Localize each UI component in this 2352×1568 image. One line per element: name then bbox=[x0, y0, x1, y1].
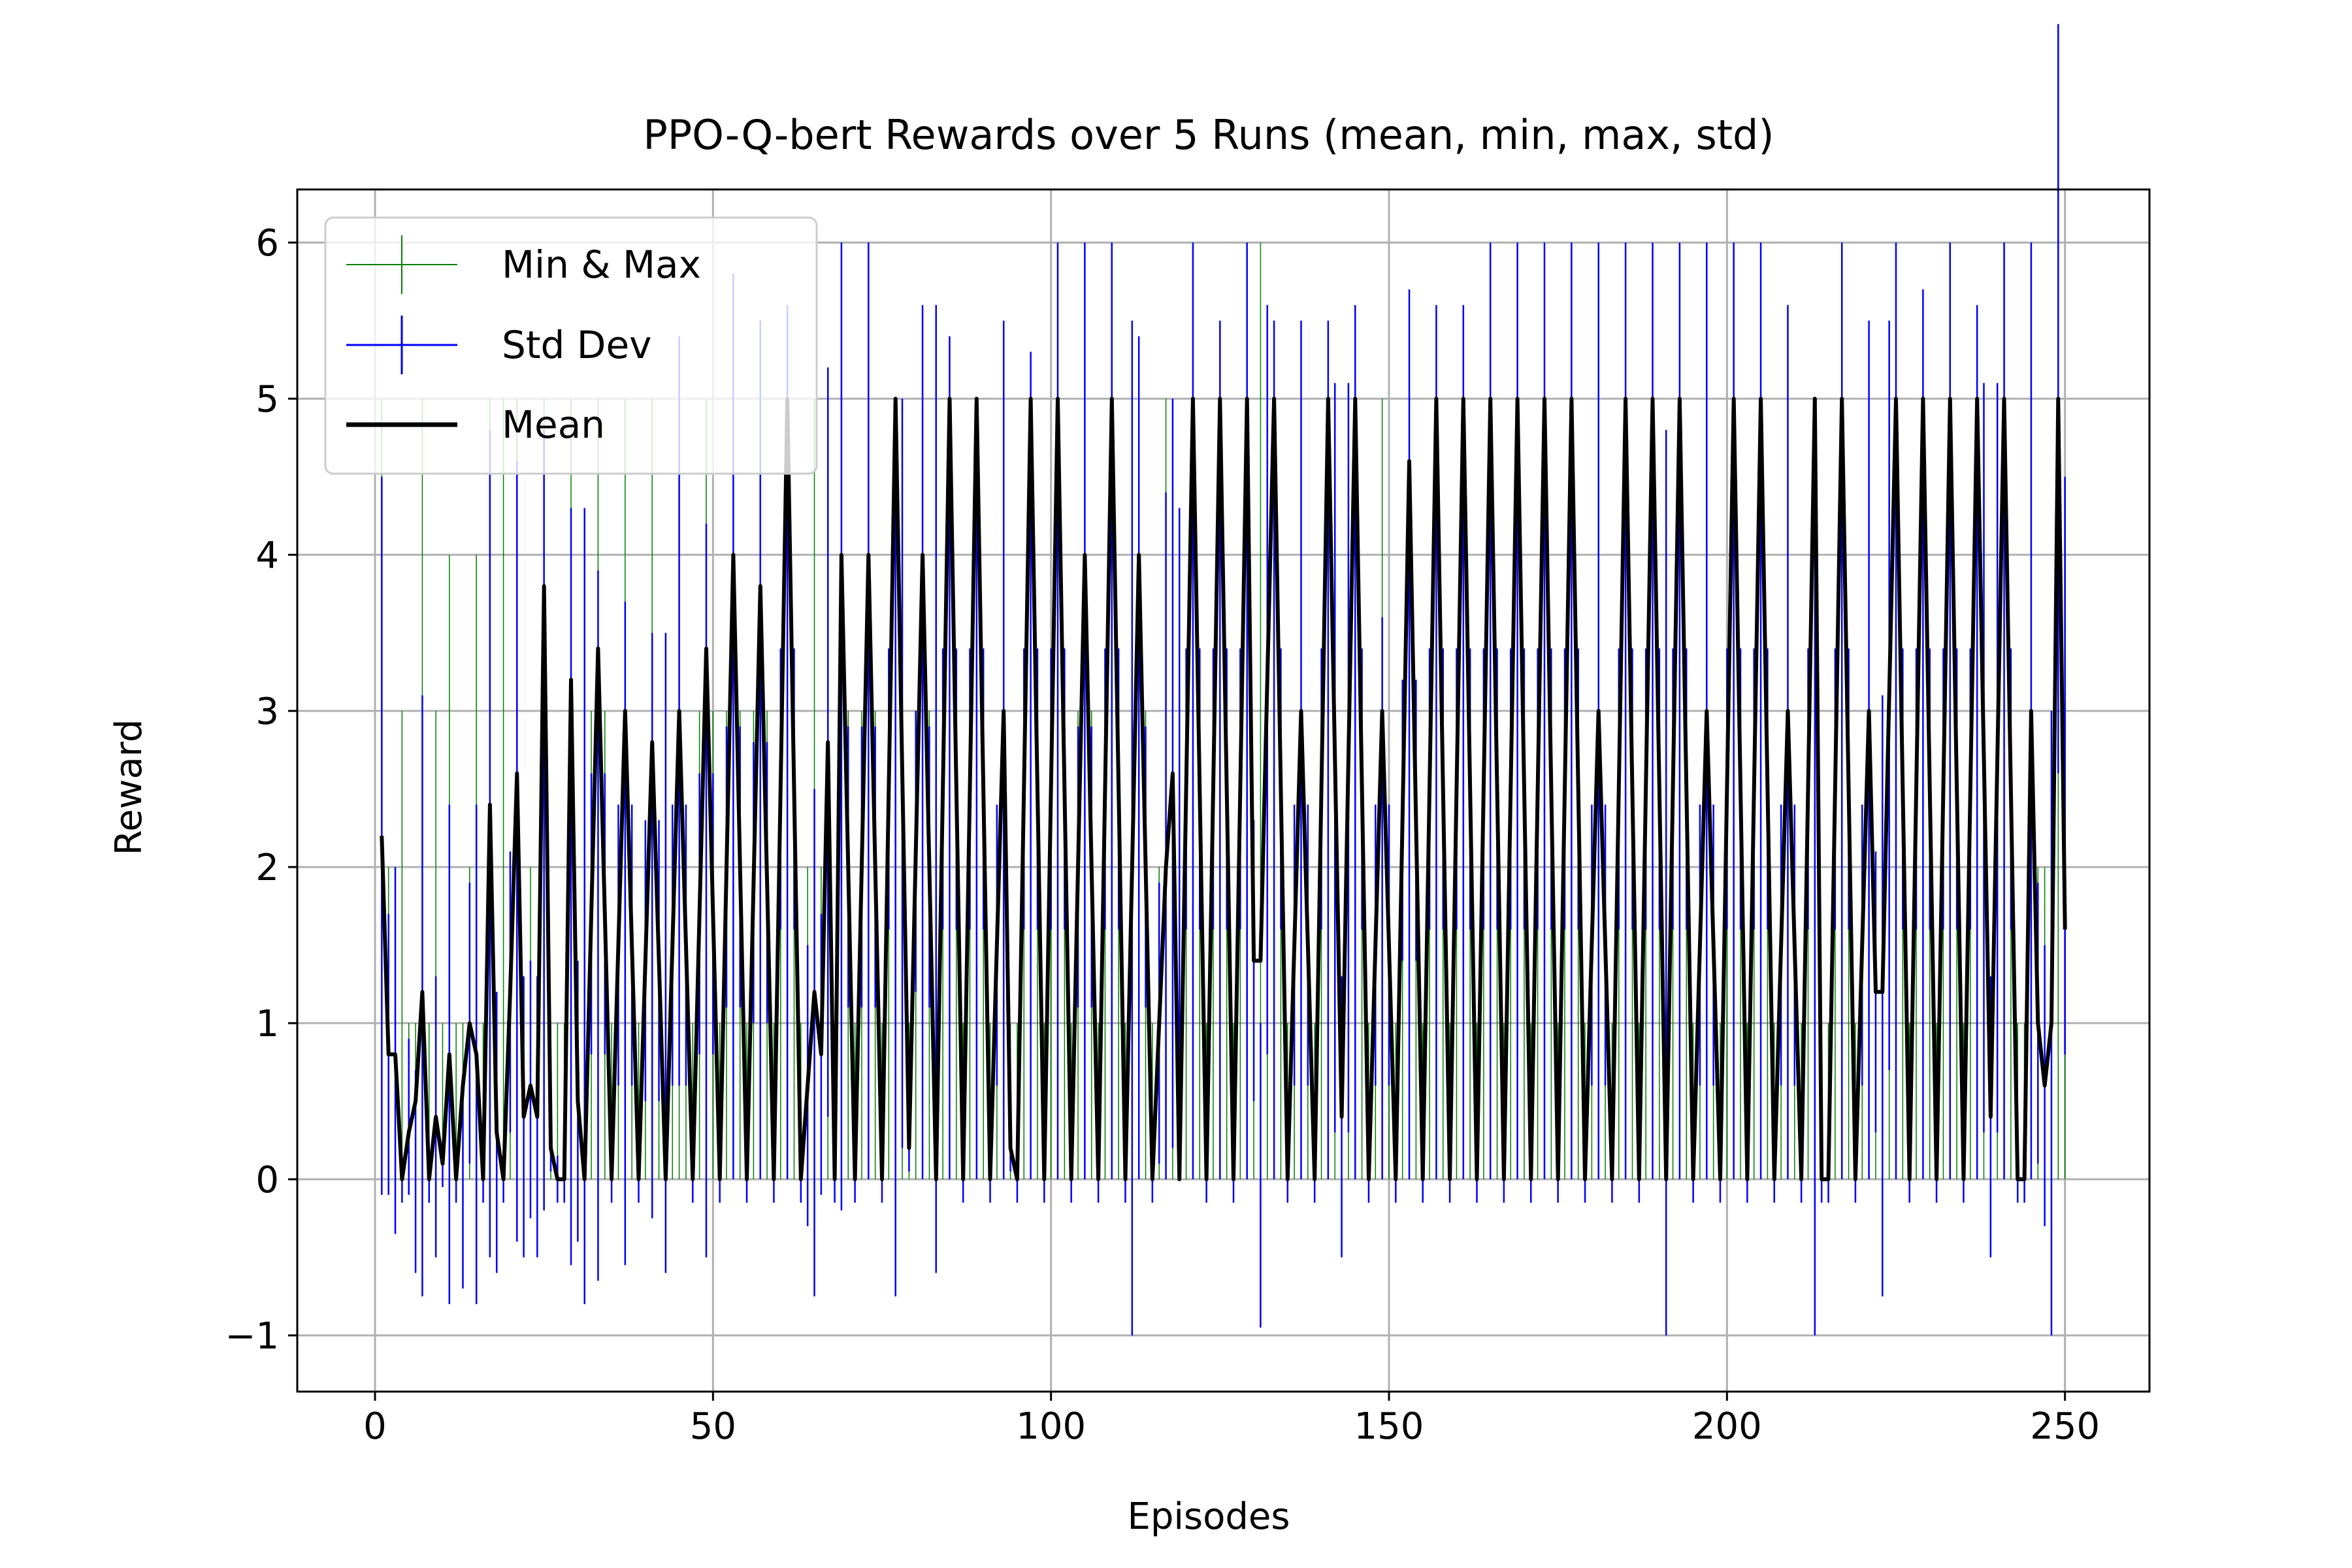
y-tick-label: 2 bbox=[255, 847, 279, 889]
plot-frame bbox=[296, 188, 2151, 1393]
x-axis-ticks: 0 50 100 150 200 250 bbox=[363, 1392, 2100, 1448]
y-tick-label: 4 bbox=[255, 534, 279, 577]
x-tick-label: 150 bbox=[1354, 1405, 1424, 1448]
mean-line-layer bbox=[380, 397, 2067, 1181]
x-tick-label: 0 bbox=[363, 1405, 387, 1448]
legend-box bbox=[324, 216, 818, 475]
x-axis-label: Episodes bbox=[1127, 1495, 1290, 1538]
x-tick-label: 250 bbox=[2030, 1405, 2100, 1448]
y-tick-label: 1 bbox=[255, 1003, 279, 1045]
mean-line bbox=[380, 397, 2067, 1181]
x-tick-label: 200 bbox=[1692, 1405, 1762, 1448]
legend-label: Min & Max bbox=[502, 242, 701, 287]
y-tick-label: −1 bbox=[225, 1315, 279, 1358]
y-tick-label: 0 bbox=[255, 1159, 279, 1201]
x-tick-label: 50 bbox=[690, 1405, 736, 1448]
legend-label: Std Dev bbox=[502, 323, 651, 367]
y-tick-label: 3 bbox=[255, 691, 279, 733]
legend: Min & Max Std Dev Mean bbox=[324, 216, 818, 475]
chart-title: PPO-Q-bert Rewards over 5 Runs (mean, mi… bbox=[643, 111, 1774, 159]
y-tick-label: 5 bbox=[255, 378, 279, 421]
y-axis-ticks: −1 0 1 2 3 4 5 6 bbox=[225, 222, 297, 1358]
y-tick-label: 6 bbox=[255, 222, 279, 265]
y-axis-label: Reward bbox=[108, 719, 150, 856]
legend-label: Mean bbox=[502, 402, 605, 447]
x-tick-label: 100 bbox=[1016, 1405, 1086, 1448]
